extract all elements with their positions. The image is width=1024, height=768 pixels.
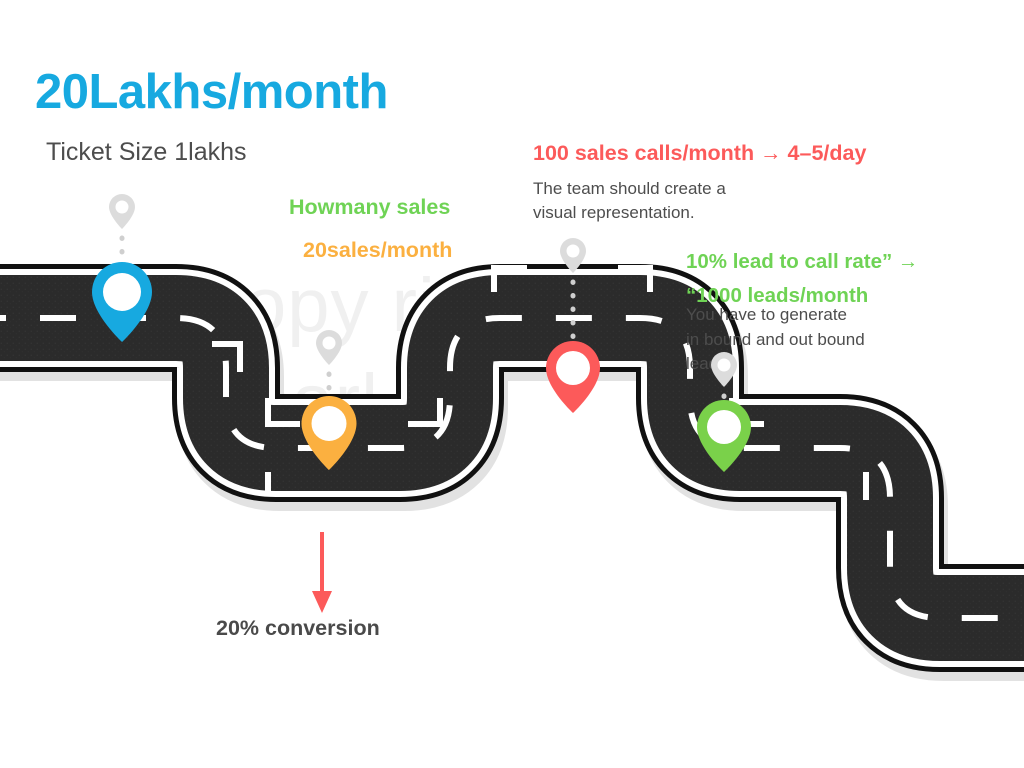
callout-sales-answer: 20sales/month bbox=[303, 238, 453, 262]
callout-leads-body-line-1: You have to generate bbox=[686, 305, 848, 324]
callout-calls-body: The team should create a visual represen… bbox=[533, 177, 726, 225]
callout-leads-heading-line-2: “1000 leads/month bbox=[686, 284, 869, 307]
callout-leads-heading: 10% lead to call rate” → “1000 leads/mon… bbox=[686, 245, 918, 313]
callout-leads-body-line-2: in bound and out bound bbox=[686, 329, 865, 349]
callout-sales-question: Howmany sales bbox=[289, 195, 451, 219]
callout-leads-heading-line-1: 10% lead to call rate” → bbox=[686, 250, 919, 273]
page-subtitle: Ticket Size 1lakhs bbox=[46, 138, 247, 166]
map-pin-green[interactable] bbox=[692, 398, 756, 474]
page-title: 20Lakhs/month bbox=[35, 65, 388, 119]
callout-calls-body-line-2: visual representation. bbox=[533, 203, 695, 222]
ghost-pin-red bbox=[560, 238, 586, 353]
callout-calls-body-line-1: The team should create a bbox=[533, 179, 726, 198]
callout-conversion-label: 20% conversion bbox=[216, 616, 380, 640]
map-pin-blue[interactable] bbox=[86, 260, 158, 344]
callout-calls-heading: 100 sales calls/month → 4–5/day bbox=[533, 141, 867, 165]
map-pin-red[interactable] bbox=[541, 339, 605, 415]
ghost-pin-green bbox=[711, 352, 737, 413]
map-pin-orange[interactable] bbox=[296, 394, 362, 472]
